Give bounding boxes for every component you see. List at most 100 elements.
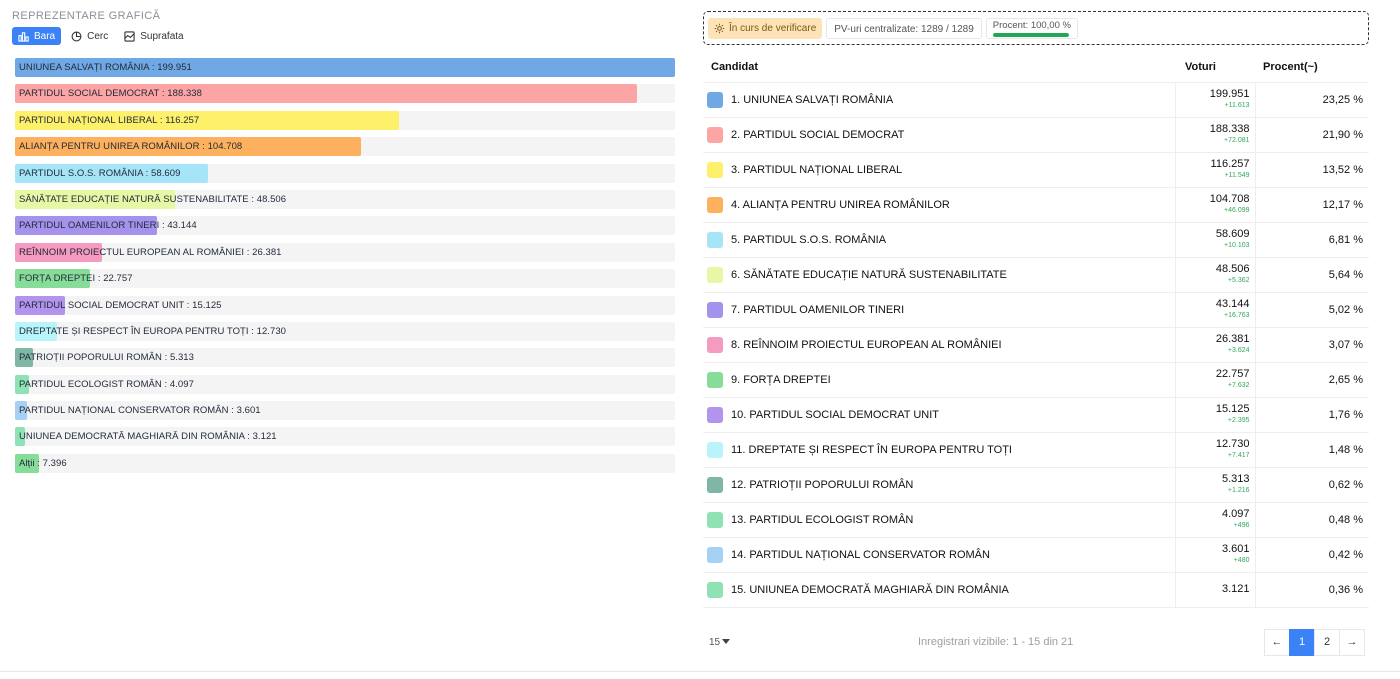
pie-chart-icon bbox=[71, 31, 82, 41]
table-row[interactable]: 10. PARTIDUL SOCIAL DEMOCRAT UNIT 15.125 +… bbox=[703, 397, 1369, 433]
table-row[interactable]: 12. PATRIOȚII POPORULUI ROMÂN 5.313 +1.216… bbox=[703, 467, 1369, 503]
bar-row[interactable]: UNIUNEA SALVAȚI ROMÂNIA : 199.951 bbox=[15, 58, 675, 77]
table-row[interactable]: 9. FORȚA DREPTEI 22.757 +7.632 2,65 % bbox=[703, 362, 1369, 398]
bar[interactable] bbox=[15, 269, 91, 289]
bar-row[interactable]: PATRIOȚII POPORULUI ROMÂN : 5.313 bbox=[15, 348, 675, 368]
candidate-wrap: 11. DREPTATE ȘI RESPECT ÎN EUROPA PENTRU… bbox=[707, 441, 1175, 458]
candidate-wrap: 6. SĂNĂTATE EDUCAȚIE NATURĂ SUSTENABILIT… bbox=[707, 266, 1175, 283]
section-title: REPREZENTARE GRAFICĂ bbox=[12, 10, 161, 22]
bar[interactable] bbox=[15, 216, 158, 236]
bar-row[interactable]: SĂNĂTATE EDUCAȚIE NATURĂ SUSTENABILITATE… bbox=[15, 189, 675, 209]
tab-circle[interactable]: Cerc bbox=[65, 27, 114, 45]
per-page-select[interactable]: 15 bbox=[703, 636, 731, 648]
bar-row[interactable]: ALIANȚA PENTRU UNIREA ROMÂNILOR : 104.70… bbox=[15, 137, 675, 157]
bar[interactable] bbox=[15, 348, 33, 368]
bar[interactable] bbox=[15, 110, 399, 130]
bar[interactable] bbox=[15, 295, 65, 315]
table-row[interactable]: 14. PARTIDUL NAȚIONAL CONSERVATOR ROMÂN 3… bbox=[703, 537, 1369, 573]
votes-cell: 48.506 +5.362 bbox=[1174, 257, 1256, 293]
bar[interactable] bbox=[15, 189, 176, 209]
per-page-value: 15 bbox=[709, 636, 721, 648]
candidate-wrap: 4. ALIANȚA PENTRU UNIREA ROMÂNILOR bbox=[707, 196, 1175, 213]
bar-label: PARTIDUL ECOLOGIST ROMÂN : 4.097 bbox=[19, 378, 194, 390]
bar-label: SĂNĂTATE EDUCAȚIE NATURĂ SUSTENABILITATE… bbox=[19, 193, 287, 205]
votes-value: 43.144 bbox=[1215, 297, 1250, 310]
page-button-2[interactable]: 2 bbox=[1314, 628, 1340, 656]
header-votes[interactable]: Voturi bbox=[1175, 53, 1255, 83]
bar-label: UNIUNEA SALVAȚI ROMÂNIA : 199.951 bbox=[19, 62, 192, 73]
candidate-wrap: 2. PARTIDUL SOCIAL DEMOCRAT bbox=[707, 126, 1175, 143]
bar[interactable] bbox=[15, 374, 29, 394]
bar-row[interactable]: FORȚA DREPTEI : 22.757 bbox=[15, 269, 675, 289]
votes-delta: +7.417 bbox=[1227, 451, 1250, 459]
bar-label: Alții : 7.396 bbox=[19, 457, 67, 469]
bar[interactable] bbox=[15, 242, 103, 262]
color-swatch bbox=[707, 91, 723, 108]
bar[interactable] bbox=[15, 137, 361, 157]
header-percent[interactable]: Procent(~) bbox=[1255, 53, 1369, 83]
bar-row[interactable]: PARTIDUL NAȚIONAL LIBERAL : 116.257 bbox=[15, 110, 675, 130]
candidate-name: 4. ALIANȚA PENTRU UNIREA ROMÂNILOR bbox=[731, 198, 950, 211]
bar-row[interactable]: PARTIDUL ECOLOGIST ROMÂN : 4.097 bbox=[15, 374, 675, 394]
votes-value: 3.121 bbox=[1221, 583, 1250, 595]
bar-row[interactable]: PARTIDUL OAMENILOR TINERI : 43.144 bbox=[15, 216, 675, 236]
prev-page-button[interactable]: ← bbox=[1264, 628, 1290, 656]
color-swatch bbox=[707, 301, 723, 318]
tab-area[interactable]: Suprafata bbox=[118, 27, 189, 45]
bar-row[interactable]: Alții : 7.396 bbox=[15, 453, 675, 473]
bar-row[interactable]: PARTIDUL S.O.S. ROMÂNIA : 58.609 bbox=[15, 163, 675, 183]
percent-progress-bar bbox=[992, 32, 1069, 37]
color-swatch bbox=[707, 266, 723, 283]
votes-delta: +16.763 bbox=[1224, 311, 1250, 319]
table-row[interactable]: 8. REÎNNOIM PROIECTUL EUROPEAN AL ROMÂNI… bbox=[703, 327, 1369, 363]
bar-row[interactable]: PARTIDUL NAȚIONAL CONSERVATOR ROMÂN : 3.… bbox=[15, 401, 675, 421]
bar-label: UNIUNEA DEMOCRATĂ MAGHIARĂ DIN ROMÂNIA :… bbox=[19, 431, 277, 443]
table-row[interactable]: 2. PARTIDUL SOCIAL DEMOCRAT 188.338 +72.08… bbox=[703, 117, 1369, 153]
chart-type-tabs: Bara Cerc Suprafata bbox=[12, 27, 678, 45]
bar[interactable] bbox=[15, 163, 209, 183]
bar-label: PARTIDUL OAMENILOR TINERI : 43.144 bbox=[19, 220, 197, 232]
caret-down-icon bbox=[722, 639, 731, 644]
bar[interactable] bbox=[15, 84, 637, 104]
bar[interactable] bbox=[15, 58, 675, 77]
percent-progress-fill bbox=[992, 32, 1069, 37]
color-swatch bbox=[707, 476, 723, 493]
candidate-cell: 14. PARTIDUL NAȚIONAL CONSERVATOR ROMÂN bbox=[703, 537, 1175, 573]
table-row[interactable]: 1. UNIUNEA SALVAȚI ROMÂNIA 199.951 +11.613… bbox=[703, 82, 1369, 118]
table-row[interactable]: 5. PARTIDUL S.O.S. ROMÂNIA 58.609 +10.103 6… bbox=[703, 222, 1369, 258]
table-row[interactable]: 6. SĂNĂTATE EDUCAȚIE NATURĂ SUSTENABILIT… bbox=[703, 257, 1369, 293]
bar[interactable] bbox=[15, 427, 26, 447]
page-button-1[interactable]: 1 bbox=[1289, 628, 1315, 656]
bar-row[interactable]: REÎNNOIM PROIECTUL EUROPEAN AL ROMÂNIEI … bbox=[15, 242, 675, 262]
table-row[interactable]: 11. DREPTATE ȘI RESPECT ÎN EUROPA PENTRU… bbox=[703, 432, 1369, 468]
percent-cell: 3,07 % bbox=[1255, 327, 1369, 363]
votes-delta: +10.103 bbox=[1224, 241, 1250, 249]
table-footer: 15 Inregistrari vizibile: 1 - 15 din 21 … bbox=[703, 628, 1369, 656]
table-row[interactable]: 4. ALIANȚA PENTRU UNIREA ROMÂNILOR 104.70… bbox=[703, 187, 1369, 223]
bar-row[interactable]: PARTIDUL SOCIAL DEMOCRAT : 188.338 bbox=[15, 84, 675, 104]
votes-value: 5.313 bbox=[1221, 472, 1250, 485]
bar-row[interactable]: PARTIDUL SOCIAL DEMOCRAT UNIT : 15.125 bbox=[15, 295, 675, 315]
bar-row[interactable]: DREPTATE ȘI RESPECT ÎN EUROPA PENTRU TOȚ… bbox=[15, 321, 675, 341]
votes-delta: +2.395 bbox=[1227, 416, 1250, 424]
table-row[interactable]: 3. PARTIDUL NAȚIONAL LIBERAL 116.257 +11.5… bbox=[703, 152, 1369, 188]
tab-bar-label: Bara bbox=[34, 30, 56, 42]
candidate-cell: 5. PARTIDUL S.O.S. ROMÂNIA bbox=[703, 222, 1175, 258]
table-row[interactable]: 13. PARTIDUL ECOLOGIST ROMÂN 4.097 +496 0,4… bbox=[703, 502, 1369, 538]
candidate-wrap: 3. PARTIDUL NAȚIONAL LIBERAL bbox=[707, 161, 1175, 178]
bar[interactable] bbox=[15, 401, 27, 421]
tab-bar[interactable]: Bara bbox=[12, 27, 62, 45]
table-row[interactable]: 7. PARTIDUL OAMENILOR TINERI 43.144 +16.76… bbox=[703, 292, 1369, 328]
next-page-button[interactable]: → bbox=[1339, 628, 1365, 656]
color-swatch bbox=[707, 126, 723, 143]
votes-cell: 116.257 +11.549 bbox=[1174, 152, 1256, 188]
votes-cell: 22.757 +7.632 bbox=[1174, 362, 1256, 398]
percent-cell: 5,02 % bbox=[1255, 292, 1369, 328]
table-row[interactable]: 15. UNIUNEA DEMOCRATĂ MAGHIARĂ DIN ROMÂN… bbox=[703, 572, 1369, 608]
bar[interactable] bbox=[15, 453, 40, 473]
bar[interactable] bbox=[15, 321, 58, 341]
candidate-cell: 2. PARTIDUL SOCIAL DEMOCRAT bbox=[703, 117, 1175, 153]
bar-row[interactable]: UNIUNEA DEMOCRATĂ MAGHIARĂ DIN ROMÂNIA :… bbox=[15, 427, 675, 447]
color-swatch bbox=[707, 546, 723, 563]
header-candidate[interactable]: Candidat bbox=[703, 53, 1175, 83]
